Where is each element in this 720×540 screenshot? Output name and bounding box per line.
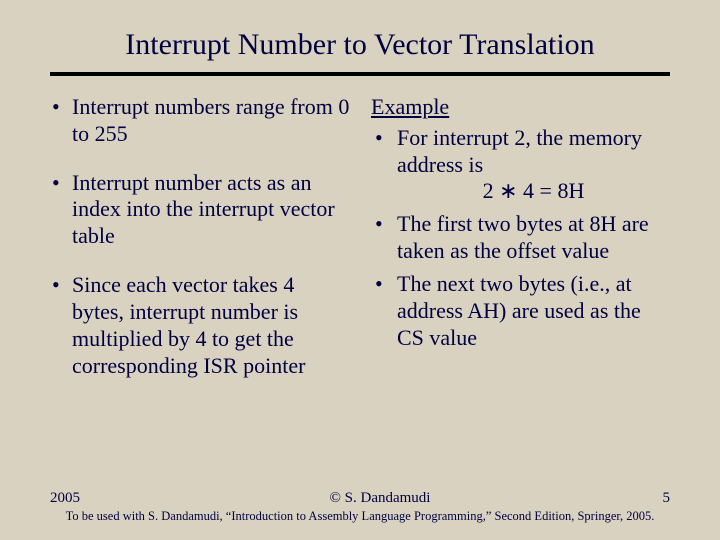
left-bullet-1: Interrupt numbers range from 0 to 255 [50, 94, 351, 148]
right-bullet-1-text: For interrupt 2, the memory address is [397, 125, 642, 177]
content-columns: Interrupt numbers range from 0 to 255 In… [50, 94, 670, 401]
slide: Interrupt Number to Vector Translation I… [0, 0, 720, 540]
footer-page: 5 [630, 490, 670, 507]
footer-year: 2005 [50, 490, 130, 507]
footer: 2005 © S. Dandamudi 5 To be used with S.… [50, 490, 670, 524]
footer-copyright: © S. Dandamudi [130, 490, 630, 507]
right-bullet-1: For interrupt 2, the memory address is 2… [369, 125, 670, 205]
right-bullet-2: The first two bytes at 8H are taken as t… [369, 211, 670, 265]
example-heading: Example [371, 94, 670, 121]
left-bullet-2: Interrupt number acts as an index into t… [50, 170, 351, 250]
formula-text: 2 ∗ 4 = 8H [483, 178, 585, 203]
right-bullets: For interrupt 2, the memory address is 2… [369, 125, 670, 352]
footer-note: To be used with S. Dandamudi, “Introduct… [50, 509, 670, 524]
left-bullets: Interrupt numbers range from 0 to 255 In… [50, 94, 351, 379]
title-rule [50, 72, 670, 76]
slide-title: Interrupt Number to Vector Translation [50, 28, 670, 62]
left-column: Interrupt numbers range from 0 to 255 In… [50, 94, 351, 401]
formula: 2 ∗ 4 = 8H [397, 178, 670, 205]
footer-row: 2005 © S. Dandamudi 5 [50, 490, 670, 507]
right-bullet-3: The next two bytes (i.e., at address AH)… [369, 271, 670, 351]
left-bullet-3: Since each vector takes 4 bytes, interru… [50, 272, 351, 379]
right-column: Example For interrupt 2, the memory addr… [369, 94, 670, 401]
